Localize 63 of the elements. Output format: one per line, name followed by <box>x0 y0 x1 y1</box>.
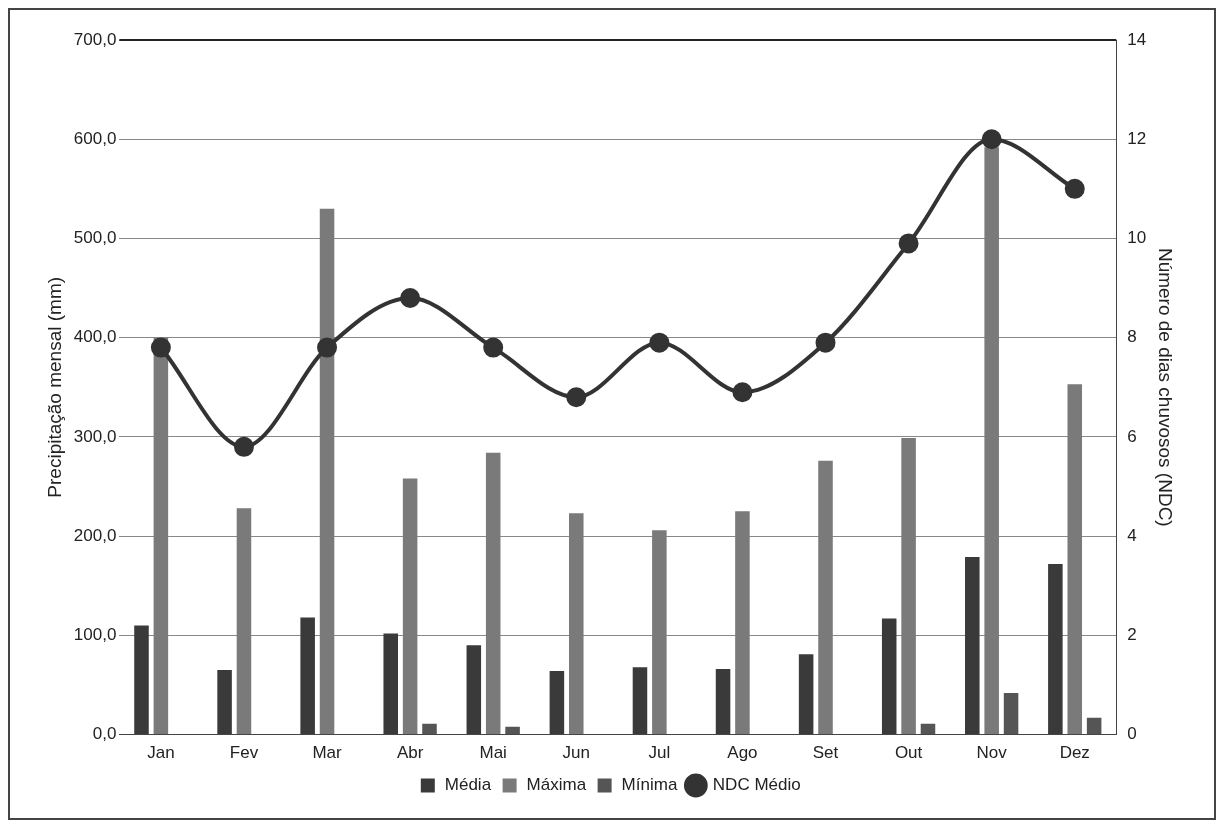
y2-tick-label: 2 <box>1127 625 1137 645</box>
bar <box>818 460 833 735</box>
bar <box>485 452 501 735</box>
x-tick-label: Dez <box>1059 743 1090 763</box>
y2-tick-label: 0 <box>1127 724 1137 744</box>
point <box>566 387 587 408</box>
y2-tick-label: 14 <box>1127 29 1147 49</box>
point <box>815 332 836 353</box>
bar <box>569 513 584 735</box>
bar <box>1003 692 1019 735</box>
y-tick-label: 300,0 <box>73 426 117 446</box>
y-axis-title: Precipitação mensal (mm) <box>43 276 65 498</box>
x-tick-label: Mar <box>312 743 343 763</box>
legend-label: NDC Médio <box>712 775 801 795</box>
y2-tick-label: 8 <box>1127 327 1137 347</box>
point <box>1064 178 1085 199</box>
bar <box>153 337 169 735</box>
y-tick-label: 200,0 <box>73 525 117 545</box>
y-tick-label: 0,0 <box>92 724 117 744</box>
bar <box>402 478 418 735</box>
bar <box>652 530 667 735</box>
point <box>150 337 171 358</box>
point <box>732 382 753 403</box>
point <box>233 436 254 457</box>
y2-tick-label: 4 <box>1127 525 1137 545</box>
y-tick-label: 100,0 <box>73 625 117 645</box>
y2-tick-label: 10 <box>1127 228 1147 248</box>
bar <box>505 726 520 735</box>
point <box>317 337 338 358</box>
x-tick-label: Nov <box>976 743 1008 763</box>
point <box>981 129 1002 150</box>
x-tick-label: Jun <box>562 743 590 763</box>
bar <box>901 437 916 735</box>
x-tick-label: Fev <box>229 743 259 763</box>
y2-tick-label: 12 <box>1127 128 1147 148</box>
x-tick-label: Mai <box>479 743 507 763</box>
point <box>400 287 421 308</box>
point <box>898 233 919 254</box>
bar <box>236 508 252 735</box>
y-tick-label: 700,0 <box>73 29 117 49</box>
x-tick-label: Out <box>894 743 923 763</box>
legend-label: Média <box>444 775 492 795</box>
y-tick-label: 600,0 <box>73 128 117 148</box>
bar <box>1086 717 1102 735</box>
bar <box>319 208 335 735</box>
y2-tick-label: 6 <box>1127 426 1137 446</box>
x-tick-label: Jul <box>648 743 671 763</box>
x-tick-label: Set <box>812 743 839 763</box>
legend-label: Mínima <box>621 775 678 795</box>
bar <box>920 723 936 735</box>
bar <box>422 723 437 735</box>
y2-axis-title: Número de dias chuvosos (NDC) <box>1155 247 1177 527</box>
x-tick-label: Ago <box>727 743 758 763</box>
x-tick-label: Jan <box>147 743 175 763</box>
bar <box>1067 384 1083 735</box>
y-tick-label: 400,0 <box>73 327 117 347</box>
x-tick-label: Abr <box>396 743 424 763</box>
bar <box>735 511 750 735</box>
legend-label: Máxima <box>526 775 587 795</box>
point <box>483 337 504 358</box>
point <box>649 332 670 353</box>
bar <box>984 147 999 735</box>
y-tick-label: 500,0 <box>73 228 117 248</box>
